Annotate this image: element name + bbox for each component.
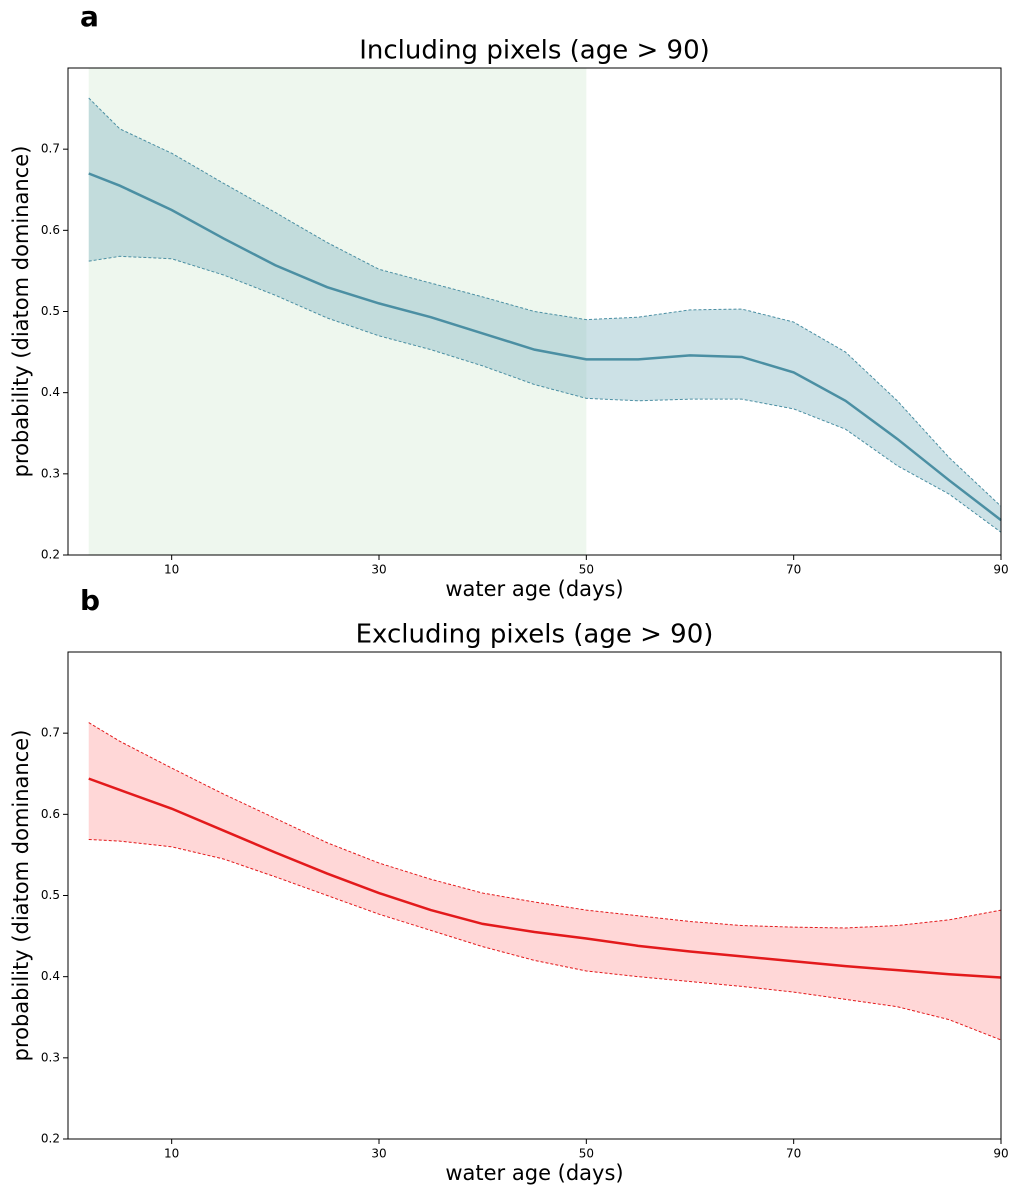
x-axis-label: water age (days) xyxy=(445,1161,623,1185)
y-tick-label: 0.2 xyxy=(41,548,60,562)
y-axis-label: probability (diatom dominance) xyxy=(9,146,33,478)
confidence-band xyxy=(88,98,1001,533)
y-tick-label: 0.5 xyxy=(41,304,60,318)
x-tick-label: 10 xyxy=(164,563,179,577)
x-tick-label: 50 xyxy=(579,1147,594,1161)
mean-line xyxy=(88,172,1002,522)
upper-bound xyxy=(88,97,1002,507)
y-tick-label: 0.3 xyxy=(41,466,60,480)
y-tick-label: 0.4 xyxy=(41,969,60,983)
x-tick-label: 90 xyxy=(993,563,1008,577)
y-tick-label: 0.2 xyxy=(41,1132,60,1146)
x-tick-label: 90 xyxy=(993,1147,1008,1161)
y-tick-label: 0.3 xyxy=(41,1050,60,1064)
plot-frame xyxy=(67,651,1002,1140)
y-tick-label: 0.7 xyxy=(41,726,60,740)
x-tick-label: 50 xyxy=(579,563,594,577)
x-tick-label: 10 xyxy=(164,1147,179,1161)
x-axis-label: water age (days) xyxy=(445,577,623,601)
x-tick-label: 70 xyxy=(786,563,801,577)
y-axis-label: probability (diatom dominance) xyxy=(9,730,33,1062)
confidence-band xyxy=(88,722,1001,1040)
panel-label: b xyxy=(80,584,100,617)
panel-label: a xyxy=(80,0,99,33)
y-tick-label: 0.7 xyxy=(41,142,60,156)
x-tick-label: 30 xyxy=(371,563,386,577)
x-tick-label: 30 xyxy=(371,1147,386,1161)
y-tick-label: 0.5 xyxy=(41,888,60,902)
y-tick-label: 0.4 xyxy=(41,385,60,399)
chart-title: Including pixels (age > 90) xyxy=(359,36,710,66)
lower-bound xyxy=(88,838,1002,1041)
highlight-region xyxy=(88,68,587,555)
upper-bound xyxy=(88,722,1002,929)
y-tick-label: 0.6 xyxy=(41,223,60,237)
chart-title: Excluding pixels (age > 90) xyxy=(356,620,714,650)
mean-line xyxy=(88,777,1002,979)
lower-bound xyxy=(88,255,1002,533)
y-tick-label: 0.6 xyxy=(41,807,60,821)
x-tick-label: 70 xyxy=(786,1147,801,1161)
